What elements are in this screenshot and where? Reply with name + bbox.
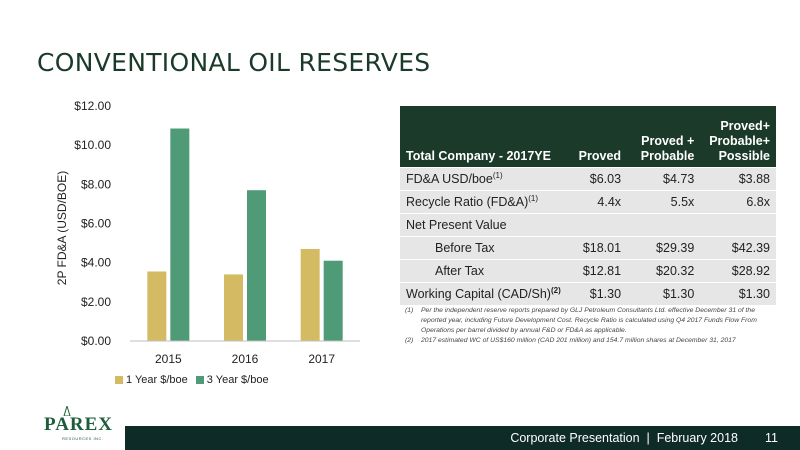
table-cell: $6.03 — [572, 167, 628, 191]
table-cell: $3.88 — [700, 167, 776, 191]
row-label-text: Before Tax — [435, 241, 495, 255]
table-cell: $12.81 — [572, 259, 628, 283]
bar-2015-1-year — [147, 271, 167, 341]
row-label: Recycle Ratio (FD&A)(1) — [400, 190, 573, 214]
y-tick-label: $12.00 — [74, 99, 111, 113]
table-cell: $1.30 — [627, 282, 701, 306]
y-axis: $0.00 $2.00 $4.00 $6.00 $8.00 $10.00 $12.00 — [74, 99, 111, 348]
page-title: CONVENTIONAL OIL RESERVES — [37, 48, 431, 77]
table-row: Net Present Value — [400, 213, 776, 237]
y-tick-label: $2.00 — [81, 295, 111, 309]
y-tick-label: $10.00 — [74, 138, 111, 152]
row-label: FD&A USD/boe(1) — [400, 167, 573, 191]
bar-2016-1-year — [224, 274, 243, 341]
table-row: After Tax $12.81 $20.32 $28.92 — [400, 259, 776, 283]
table-header-proved: Proved — [572, 106, 628, 168]
legend-label-3-year: 3 Year $/boe — [206, 374, 269, 386]
table-cell: $1.30 — [572, 282, 628, 306]
footnotes: (1) Per the independent reserve reports p… — [405, 306, 777, 346]
table-cell — [700, 213, 776, 237]
footnote-ref: (2) — [550, 285, 561, 295]
legend-swatch-1-year — [115, 376, 123, 384]
bar-chart: $0.00 $2.00 $4.00 $6.00 $8.00 $10.00 $12.00 20… — [55, 99, 360, 366]
table-cell — [572, 213, 628, 237]
logo-subtitle: RESOURCES INC. — [62, 436, 104, 441]
page-number: 11 — [765, 431, 778, 445]
table-row: Before Tax $18.01 $29.39 $42.39 — [400, 236, 776, 260]
y-axis-label: 2P FD&A (USD/BOE) — [55, 171, 69, 285]
table-cell: $1.30 — [700, 282, 776, 306]
table-header-proved-probable-possible: Proved+ Probable+ Possible — [700, 106, 776, 168]
bar-2015-3-year — [170, 128, 190, 341]
y-tick-label: $6.00 — [81, 217, 111, 231]
footnote-ref: (1) — [528, 193, 539, 203]
table-cell: 5.5x — [627, 190, 701, 214]
footnote-number: (1) — [405, 307, 414, 314]
x-tick-label: 2016 — [232, 352, 259, 366]
y-tick-label: $8.00 — [81, 177, 111, 191]
y-tick-label: $4.00 — [81, 256, 111, 270]
legend-item-3-year: 3 Year $/boe — [195, 374, 269, 386]
table-row: FD&A USD/boe(1) $6.03 $4.73 $3.88 — [400, 167, 776, 191]
footnote-text: 2017 estimated WC of US$160 million (CAD… — [421, 337, 736, 344]
row-label: Before Tax — [400, 236, 573, 260]
table-cell — [627, 213, 701, 237]
legend-label-1-year: 1 Year $/boe — [126, 374, 188, 386]
table-row: Recycle Ratio (FD&A)(1) 4.4x 5.5x 6.8x — [400, 190, 776, 214]
logo-wordmark: PAREX — [44, 414, 114, 435]
footnote-ref: (1) — [492, 170, 503, 180]
table-header-row: Total Company - 2017YE Proved Proved + P… — [400, 106, 776, 168]
bar-2016-3-year — [247, 190, 266, 341]
table-cell: $18.01 — [572, 236, 628, 260]
table-cell: $29.39 — [627, 236, 701, 260]
footnote-text: Per the independent reserve reports prep… — [421, 307, 757, 334]
header-proved-probable-text: Proved + Probable — [640, 134, 695, 163]
legend-swatch-3-year — [195, 376, 204, 384]
table-header-proved-probable: Proved + Probable — [627, 106, 701, 168]
x-axis: 2015 2016 2017 — [130, 340, 360, 366]
table-cell: $20.32 — [627, 259, 701, 283]
row-label-text: Recycle Ratio (FD&A) — [406, 195, 529, 209]
table-cell: 4.4x — [572, 190, 628, 214]
footnote: (1) Per the independent reserve reports p… — [405, 306, 777, 336]
bars — [147, 128, 343, 341]
row-label: Net Present Value — [400, 213, 573, 237]
header-ppp-text: Proved+ Probable+ Possible — [709, 119, 770, 163]
table-cell: $4.73 — [627, 167, 701, 191]
y-tick-label: $0.00 — [81, 334, 111, 348]
row-label-text: Net Present Value — [406, 218, 507, 232]
row-label: After Tax — [400, 259, 573, 283]
table-row: Working Capital (CAD/Sh)(2) $1.30 $1.30 $1.… — [400, 282, 776, 306]
table-cell: $42.39 — [700, 236, 776, 260]
x-tick-label: 2017 — [308, 352, 335, 366]
table-cell: $28.92 — [700, 259, 776, 283]
legend-item-1-year: 1 Year $/boe — [115, 374, 188, 386]
bar-2017-1-year — [300, 248, 320, 341]
chart-legend: 1 Year $/boe 3 Year $/boe — [115, 374, 269, 386]
row-label: Working Capital (CAD/Sh)(2) — [400, 282, 573, 306]
table-header-company: Total Company - 2017YE — [400, 106, 573, 168]
row-label-text: After Tax — [435, 264, 485, 278]
footnote: (2) 2017 estimated WC of US$160 million (… — [405, 336, 777, 346]
footer-bar: Corporate Presentation | February 2018 1… — [0, 426, 800, 450]
table-cell: 6.8x — [700, 190, 776, 214]
footer-text: Corporate Presentation | February 2018 — [510, 431, 738, 445]
logo-box — [38, 405, 124, 445]
company-logo: PAREX RESOURCES INC. — [0, 400, 125, 450]
footnote-number: (2) — [405, 337, 414, 344]
row-label-text: FD&A USD/boe — [406, 172, 493, 186]
x-tick-label: 2015 — [155, 352, 182, 366]
bar-2017-3-year — [323, 260, 343, 341]
row-label-text: Working Capital (CAD/Sh) — [406, 287, 551, 301]
reserves-table: Total Company - 2017YE Proved Proved + P… — [400, 106, 776, 306]
derrick-icon — [63, 406, 71, 416]
